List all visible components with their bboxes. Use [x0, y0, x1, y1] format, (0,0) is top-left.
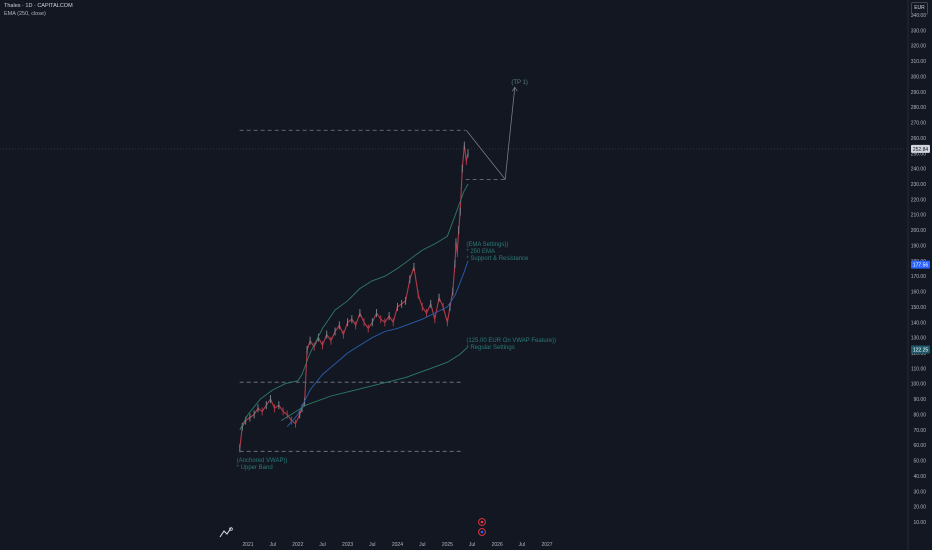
price-tick-label: 330.00: [911, 28, 927, 34]
price-badge-label: 177.56: [913, 263, 929, 269]
price-tick-label: 260.00: [911, 136, 927, 142]
price-tick-label: 130.00: [911, 336, 927, 342]
projection-arrowhead: [511, 86, 518, 92]
annotation-line: * Regular Settings: [466, 344, 515, 351]
symbol-title: Thales · 1D · CAPITALCOM: [4, 3, 73, 9]
currency-button[interactable]: EUR: [911, 2, 928, 15]
price-tick-label: 210.00: [911, 213, 927, 219]
time-tick-label: Jul: [419, 542, 425, 548]
price-tick-label: 160.00: [911, 290, 927, 296]
price-tick-label: 120.00: [911, 351, 927, 357]
annotation-label[interactable]: (TP 1): [511, 80, 528, 87]
price-badge: [911, 144, 930, 153]
price-tick-label: 70.00: [913, 428, 926, 434]
price-badge: [911, 345, 930, 354]
time-tick-label: 2023: [342, 542, 353, 548]
price-tick-label: 90.00: [913, 397, 926, 403]
annotation-line: * 250 EMA: [466, 249, 496, 256]
price-tick-label: 10.00: [913, 520, 926, 526]
tradingview-logo-icon[interactable]: [219, 527, 233, 539]
series-vwap_upper: [239, 183, 469, 431]
series-price: [239, 145, 469, 449]
time-tick-label: 2021: [242, 542, 253, 548]
time-tick-label: Jul: [319, 542, 325, 548]
price-tick-label: 250.00: [911, 151, 927, 157]
price-tick-label: 50.00: [913, 459, 926, 465]
price-tick-label: 230.00: [911, 182, 927, 188]
series-vwap_mid: [280, 346, 469, 421]
price-badge-label: 122.25: [913, 348, 929, 354]
annotation-label[interactable]: (125.00 EUR On VWAP Feature)) * Regular S…: [466, 338, 556, 352]
price-tick-label: 60.00: [913, 443, 926, 449]
time-tick-label: 2024: [392, 542, 403, 548]
event-icon-dot: [480, 530, 484, 534]
annotation-line: * Upper Band: [236, 464, 273, 471]
annotation-line: * Support & Resistance: [466, 256, 529, 263]
annotation-label[interactable]: (Anchored VWAP)) * Upper Band: [237, 458, 288, 472]
annotation-line: (125.00 EUR On VWAP Feature)): [466, 337, 557, 344]
time-tick-label: Jul: [469, 542, 475, 548]
price-tick-label: 20.00: [913, 505, 926, 511]
price-badge-label: 252.84: [913, 147, 929, 153]
price-tick-label: 280.00: [911, 105, 927, 111]
annotation-line: (TP 1): [511, 79, 528, 86]
price-tick-label: 340.00: [911, 13, 927, 19]
series-ema250: [286, 260, 469, 427]
price-tick-label: 240.00: [911, 167, 927, 173]
series-projection: [465, 87, 516, 180]
price-tick-label: 200.00: [911, 228, 927, 234]
dashed-levels: [239, 129, 508, 452]
price-tick-label: 270.00: [911, 121, 927, 127]
time-tick-label: 2022: [292, 542, 303, 548]
time-tick-label: Jul: [269, 542, 275, 548]
price-tick-label: 110.00: [911, 366, 926, 372]
price-tick-label: 100.00: [911, 382, 927, 388]
annotation-label[interactable]: (EMA Settings)) * 250 EMA * Support & Resi…: [466, 242, 528, 263]
price-badge: [911, 260, 930, 269]
time-tick-label: 2027: [541, 542, 552, 548]
time-tick-label: Jul: [369, 542, 375, 548]
event-icon-dot: [480, 520, 484, 524]
price-tick-label: 290.00: [911, 90, 927, 96]
time-tick-label: 2025: [442, 542, 453, 548]
price-tick-label: 80.00: [913, 412, 926, 418]
price-tick-label: 220.00: [911, 197, 927, 203]
price-tick-label: 300.00: [911, 74, 927, 80]
price-tick-label: 140.00: [911, 320, 927, 326]
annotation-line: (EMA Settings)): [466, 242, 509, 249]
price-tick-label: 150.00: [911, 305, 927, 311]
price-tick-label: 40.00: [913, 474, 926, 480]
event-icons[interactable]: [478, 518, 486, 536]
price-tick-label: 310.00: [911, 59, 927, 65]
time-tick-label: 2026: [492, 542, 503, 548]
price-tick-label: 30.00: [913, 489, 926, 495]
series-layer: [239, 86, 518, 453]
price-badges: 252.84 177.56 122.25: [911, 144, 930, 354]
indicator-legend[interactable]: EMA (250, close): [4, 11, 46, 17]
annotation-line: (Anchored VWAP)): [236, 457, 288, 464]
price-tick-label: 170.00: [911, 274, 927, 280]
time-axis[interactable]: 2021 Jul 2022 Jul 2023 Jul 2024 Jul 2025 Jul 2026 J…: [242, 542, 552, 548]
price-tick-label: 320.00: [911, 44, 927, 50]
price-tick-label: 190.00: [911, 243, 927, 249]
time-tick-label: Jul: [519, 542, 525, 548]
